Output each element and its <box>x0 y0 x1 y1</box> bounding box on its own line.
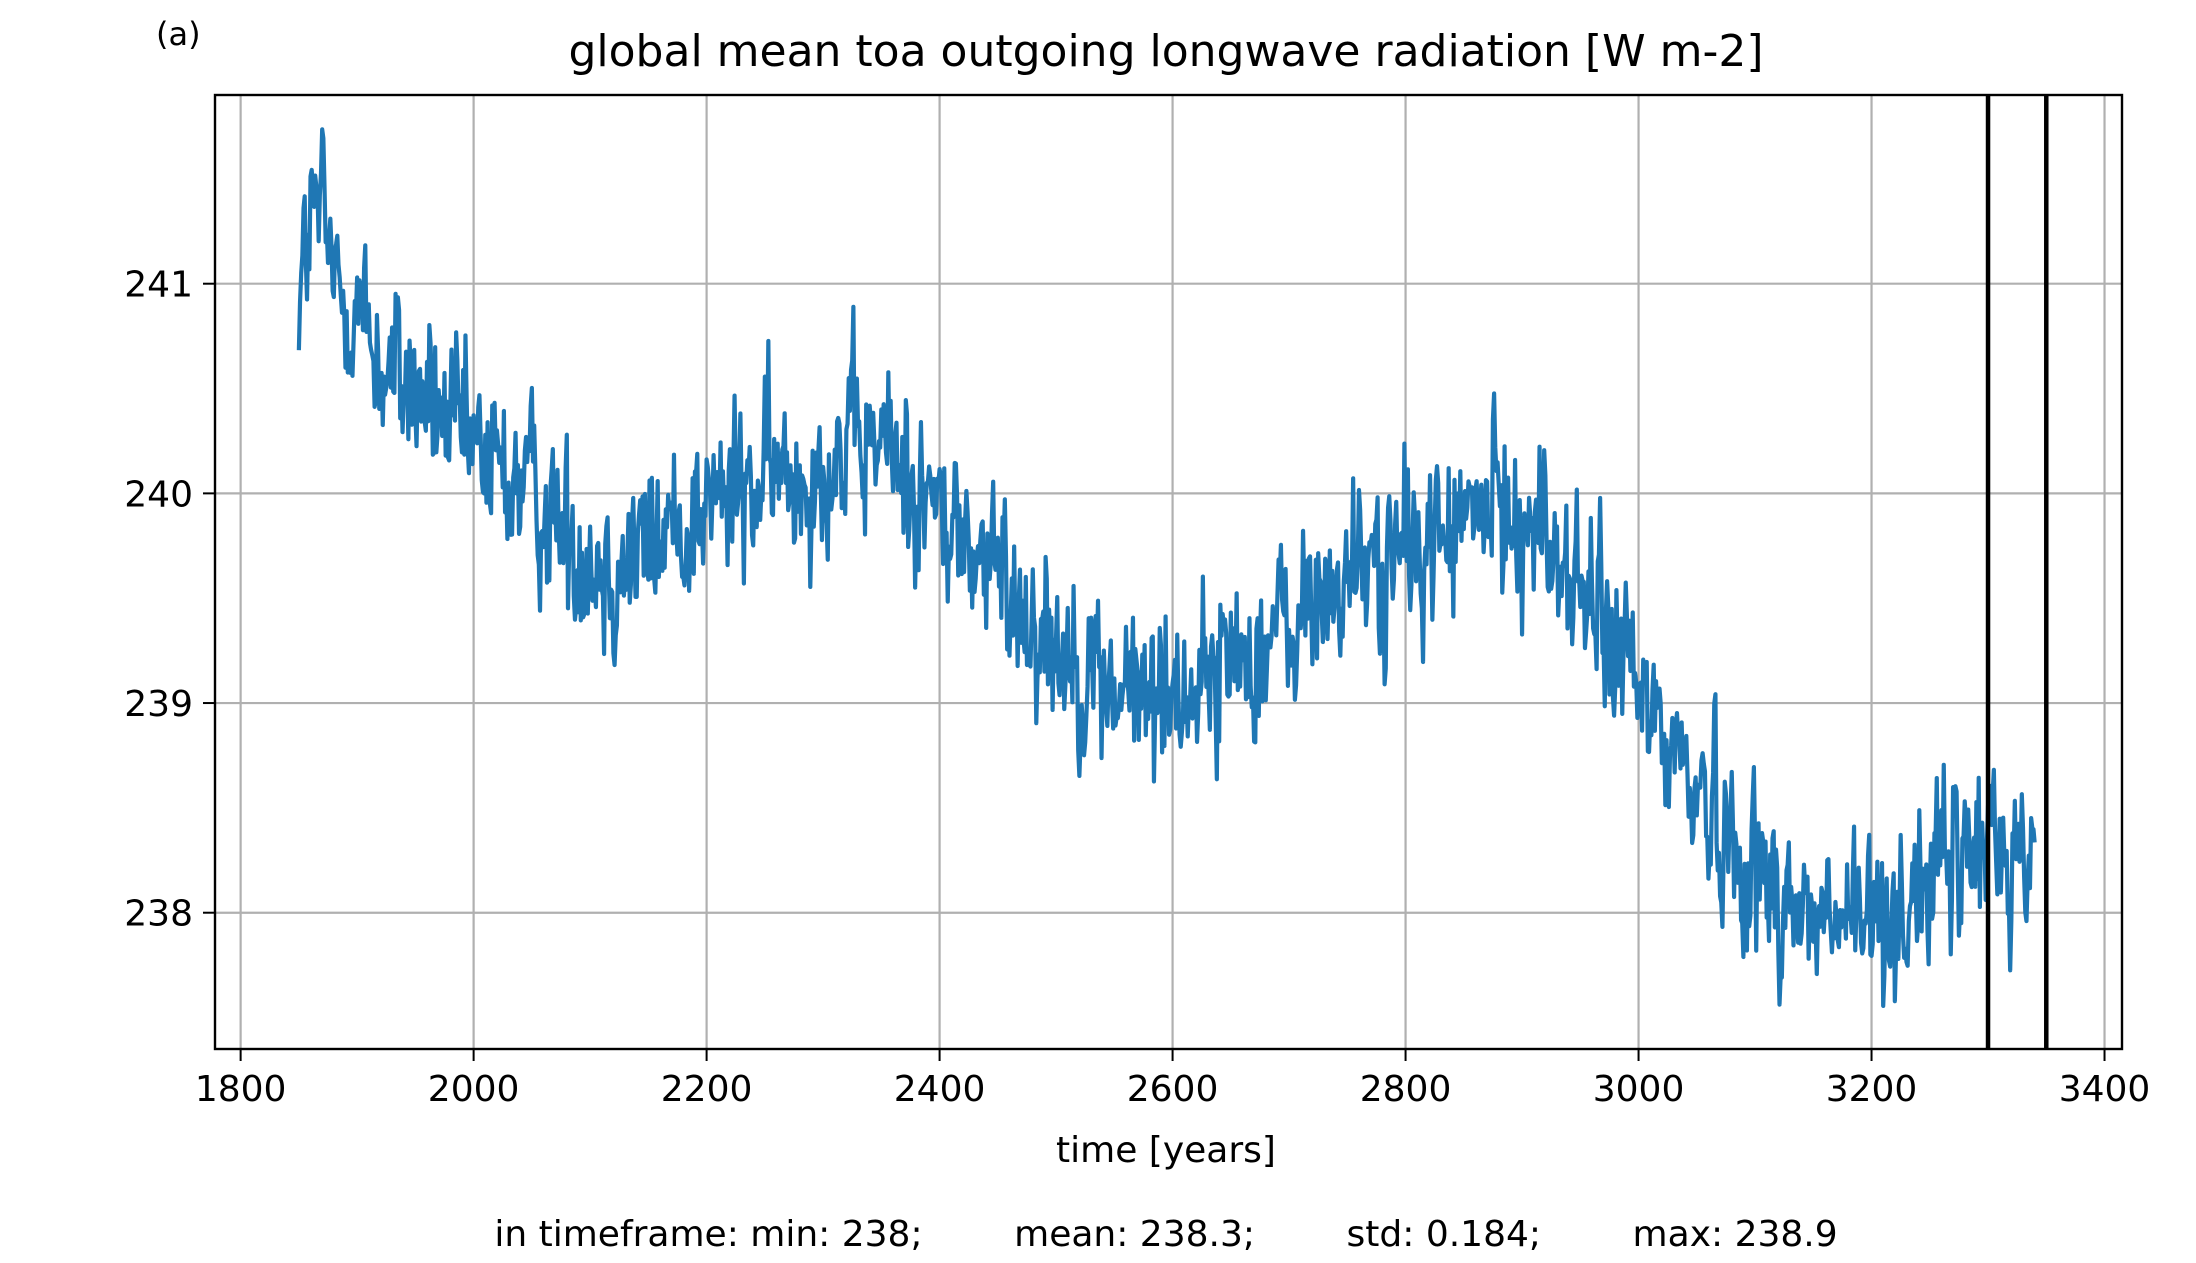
axes <box>203 93 2124 1061</box>
stats-line: in timeframe: min: 238; mean: 238.3; std… <box>494 1214 1837 1255</box>
x-tick-label: 2200 <box>661 1069 753 1110</box>
x-axis-label: time [years] <box>1056 1130 1276 1171</box>
series-layer <box>296 127 2037 1009</box>
x-tick-label: 2800 <box>1360 1069 1452 1110</box>
panel-label: (a) <box>156 15 201 53</box>
chart-title: global mean toa outgoing longwave radiat… <box>568 26 1763 77</box>
y-tick-label: 241 <box>124 265 193 306</box>
x-tick-label: 3400 <box>2059 1069 2151 1110</box>
y-tick-label: 240 <box>124 474 193 515</box>
plot-frame <box>213 93 2124 1051</box>
x-tick-label: 3200 <box>1826 1069 1918 1110</box>
y-tick-label: 238 <box>124 894 193 935</box>
tick-labels: 1800 2000 2200 2400 2600 2800 3000 3200 3400 238 2… <box>124 265 2150 1110</box>
series-line <box>296 127 2037 1009</box>
timeframe-markers <box>1985 95 2049 1049</box>
x-tick-label: 2400 <box>894 1069 986 1110</box>
x-tick-label: 1800 <box>195 1069 287 1110</box>
x-tick-label: 2600 <box>1127 1069 1219 1110</box>
x-tick-label: 2000 <box>428 1069 520 1110</box>
y-tick-label: 239 <box>124 684 193 725</box>
x-tick-label: 3000 <box>1593 1069 1685 1110</box>
